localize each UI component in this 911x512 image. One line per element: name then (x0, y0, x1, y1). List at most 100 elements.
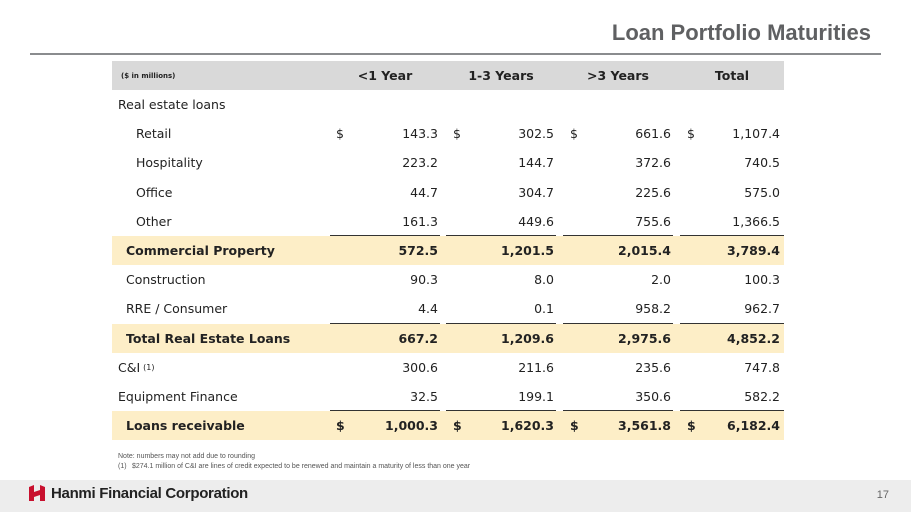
table-cell: 372.6 (635, 155, 671, 171)
table-row: Retail $143.3 $302.5 $661.6 $1,107.4 (112, 119, 784, 148)
table-cell (474, 90, 554, 119)
column-header: <1 Year (357, 68, 413, 83)
row-label-text: Equipment Finance (118, 388, 238, 404)
subtotal-rule (563, 322, 673, 324)
table-cell: 2.0 (651, 272, 671, 288)
table-row: C&I (1) 300.6 211.6 235.6 747.8 (112, 353, 784, 382)
table-row: Office 44.7 304.7 225.6 575.0 (112, 178, 784, 207)
subtotal-rule (563, 234, 673, 236)
title-divider (30, 53, 881, 55)
row-label: Retail (136, 119, 171, 148)
row-label-text: Construction (126, 272, 206, 288)
table-cell: 740.5 (744, 155, 780, 171)
row-label-text: Commercial Property (126, 243, 275, 259)
table-cell: 572.5 (398, 243, 438, 259)
table-cell: 1,366.5 (732, 213, 780, 229)
table-header-row: ($ in millions) <1 Year 1-3 Years >3 Yea… (112, 61, 784, 90)
table-cell: 6,182.4 (727, 418, 780, 434)
row-label: Commercial Property (126, 236, 275, 265)
table-cell (358, 90, 438, 119)
subtotal-rule (680, 322, 784, 324)
row-label: Equipment Finance (118, 382, 238, 411)
currency-symbol: $ (336, 126, 344, 142)
table-cell: 3,789.4 (727, 243, 780, 259)
table-row: Hospitality 223.2 144.7 372.6 740.5 (112, 148, 784, 177)
footnotes: Note: numbers may not add due to roundin… (118, 452, 470, 472)
table-cell: 32.5 (410, 388, 438, 404)
row-label-text: RRE / Consumer (126, 301, 228, 317)
table-cell: 661.6 (635, 126, 671, 142)
row-label: Hospitality (136, 148, 203, 177)
table-row: RRE / Consumer 4.4 0.1 958.2 962.7 (112, 294, 784, 324)
table-cell: 235.6 (635, 359, 671, 375)
row-label-text: Total Real Estate Loans (126, 330, 291, 346)
column-header: >3 Years (587, 68, 649, 83)
table-row: Total Real Estate Loans 667.2 1,209.6 2,975… (112, 323, 784, 353)
subtotal-rule (446, 322, 556, 324)
footnote-marker: (1) (143, 362, 155, 372)
table-cell: 747.8 (744, 359, 780, 375)
table-cell: 1,620.3 (501, 418, 554, 434)
row-label: RRE / Consumer (126, 294, 227, 323)
table-cell: 223.2 (402, 155, 438, 171)
row-label: C&I (1) (118, 353, 155, 382)
table-cell: 143.3 (402, 126, 438, 142)
subtotal-rule (680, 410, 784, 412)
row-label-text: Office (136, 184, 173, 200)
table-cell: 225.6 (635, 184, 671, 200)
table-cell: 199.1 (518, 388, 554, 404)
row-label: Loans receivable (126, 411, 245, 440)
table-cell (591, 90, 671, 119)
table-cell: 304.7 (518, 184, 554, 200)
currency-symbol: $ (453, 418, 462, 434)
note-text: $274.1 million of C&I are lines of credi… (132, 463, 471, 470)
currency-symbol: $ (570, 418, 579, 434)
maturities-table: ($ in millions) <1 Year 1-3 Years >3 Yea… (112, 61, 784, 441)
table-cell: 1,000.3 (385, 418, 438, 434)
subtotal-rule (446, 234, 556, 236)
table-cell: 1,209.6 (501, 330, 554, 346)
table-cell: 4,852.2 (727, 330, 780, 346)
table-row: Construction 90.3 8.0 2.0 100.3 (112, 265, 784, 294)
table-cell: 958.2 (635, 301, 671, 317)
row-label-text: Loans receivable (126, 418, 245, 434)
row-label-text: Real estate loans (118, 97, 226, 113)
column-header: Total (714, 68, 750, 83)
table-cell: 4.4 (418, 301, 438, 317)
company-name: Hanmi Financial Corporation (51, 484, 248, 502)
row-label: Other (136, 207, 172, 236)
currency-symbol: $ (687, 418, 696, 434)
table-row: Real estate loans (112, 90, 784, 119)
table-row: Loans receivable $1,000.3 $1,620.3 $3,561.8… (112, 411, 784, 441)
row-label-text: C&I (118, 359, 141, 375)
table-cell: 300.6 (402, 359, 438, 375)
table-cell: 449.6 (518, 213, 554, 229)
table-cell: 0.1 (534, 301, 554, 317)
table-cell: 211.6 (518, 359, 554, 375)
footer-bar (0, 480, 911, 512)
table-cell: 8.0 (534, 272, 554, 288)
currency-symbol: $ (570, 126, 578, 142)
table-cell: 755.6 (635, 213, 671, 229)
table-row: Commercial Property 572.5 1,201.5 2,015.4 3,… (112, 235, 784, 266)
row-label: Office (136, 178, 173, 207)
row-label: Construction (126, 265, 206, 294)
table-cell: 962.7 (744, 301, 780, 317)
table-cell: 350.6 (635, 388, 671, 404)
row-label: Total Real Estate Loans (126, 324, 290, 353)
table-cell: 90.3 (410, 272, 438, 288)
page-number: 17 (876, 489, 889, 501)
table-cell: 100.3 (744, 272, 780, 288)
currency-symbol: $ (453, 126, 461, 142)
row-label-text: Retail (136, 126, 172, 142)
row-label-text: Hospitality (136, 155, 203, 171)
subtotal-rule (563, 410, 673, 412)
row-label: Real estate loans (118, 90, 225, 119)
table-body: Real estate loans Retail $143.3 $302.5 $661.… (112, 90, 784, 441)
table-cell: 2,975.6 (618, 330, 671, 346)
table-cell: 3,561.8 (618, 418, 671, 434)
subtotal-rule (330, 322, 440, 324)
table-cell: 1,201.5 (501, 243, 554, 259)
table-cell: 1,107.4 (732, 126, 780, 142)
subtotal-rule (330, 234, 440, 236)
